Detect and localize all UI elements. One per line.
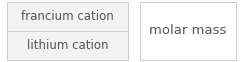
Text: lithium cation: lithium cation — [27, 39, 108, 52]
Bar — [7, 31, 128, 60]
Text: francium cation: francium cation — [21, 10, 114, 23]
Bar — [140, 2, 236, 60]
Text: molar mass: molar mass — [149, 24, 227, 38]
Bar — [7, 2, 128, 31]
